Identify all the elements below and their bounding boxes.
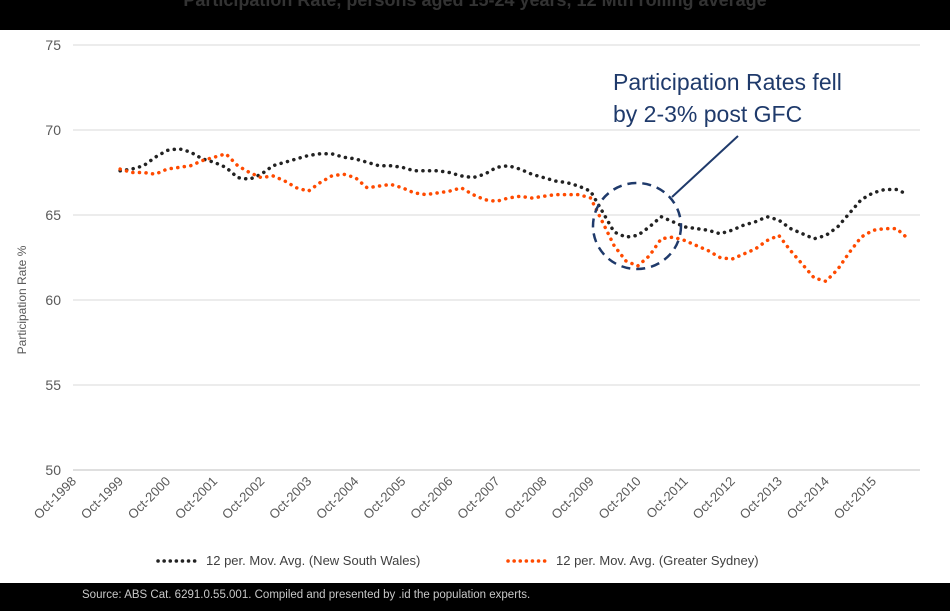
y-tick-label: 70 <box>45 122 61 138</box>
y-tick-label: 50 <box>45 462 61 478</box>
annotation-text-line-2: by 2-3% post GFC <box>613 101 802 127</box>
annotation-text-line-1: Participation Rates fell <box>613 69 842 95</box>
x-tick-label: Oct-2013 <box>737 474 785 522</box>
gfc-highlight-circle <box>591 181 683 271</box>
y-tick-label: 65 <box>45 207 61 223</box>
x-tick-label: Oct-2005 <box>360 474 408 522</box>
x-tick-label: Oct-2015 <box>831 474 879 522</box>
x-tick-label: Oct-1999 <box>78 474 126 522</box>
x-tick-label: Oct-2010 <box>595 474 643 522</box>
x-axis-ticks: Oct-1998Oct-1999Oct-2000Oct-2001Oct-2002… <box>31 474 879 522</box>
x-tick-label: Oct-2004 <box>313 474 361 522</box>
series-line-sydney <box>118 151 910 284</box>
y-axis-label: Participation Rate % <box>15 245 29 354</box>
legend-label-sydney: 12 per. Mov. Avg. (Greater Sydney) <box>556 553 759 568</box>
x-tick-label: Oct-2009 <box>548 474 596 522</box>
series-lines <box>118 146 910 284</box>
x-tick-label: Oct-2014 <box>784 474 832 522</box>
x-tick-label: Oct-2002 <box>219 474 267 522</box>
footer-bar: Source: ABS Cat. 6291.0.55.001. Compiled… <box>0 583 950 611</box>
y-axis-ticks: 50 55 60 65 70 75 <box>45 37 61 478</box>
x-tick-label: Oct-1998 <box>31 474 79 522</box>
annotation: Participation Rates fell by 2-3% post GF… <box>591 69 842 271</box>
x-tick-label: Oct-2000 <box>125 474 173 522</box>
x-tick-label: Oct-2006 <box>407 474 455 522</box>
annotation-pointer-line <box>671 135 739 198</box>
chart-area: 50 55 60 65 70 75 Oct-1998 Oct-1999 Oct-2000 Oct… <box>0 30 950 583</box>
series-line-nsw <box>118 146 910 241</box>
source-note: Source: ABS Cat. 6291.0.55.001. Compiled… <box>82 589 531 601</box>
x-tick-label: Oct-2003 <box>266 474 314 522</box>
x-tick-label: Oct-2008 <box>501 474 549 522</box>
legend-label-nsw: 12 per. Mov. Avg. (New South Wales) <box>206 553 420 568</box>
x-tick-label: Oct-2012 <box>689 474 737 522</box>
x-tick-label: Oct-2001 <box>172 474 220 522</box>
legend: 12 per. Mov. Avg. (New South Wales) 12 p… <box>156 553 759 568</box>
y-tick-label: 60 <box>45 292 61 308</box>
chart-title: Participation Rate, persons aged 15-24 y… <box>183 0 767 10</box>
y-tick-label: 55 <box>45 377 61 393</box>
gridlines <box>73 44 920 471</box>
x-tick-label: Oct-2011 <box>643 474 691 522</box>
chart-title-bar: Participation Rate, persons aged 15-24 y… <box>0 0 950 30</box>
y-tick-label: 75 <box>45 37 61 53</box>
x-tick-label: Oct-2007 <box>454 474 502 522</box>
